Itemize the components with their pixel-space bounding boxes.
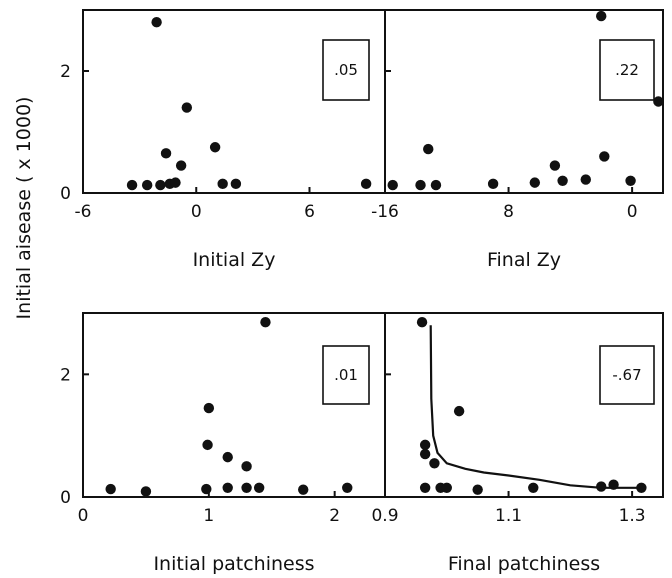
data-point — [222, 451, 233, 463]
data-point — [141, 179, 153, 191]
data-point — [419, 439, 431, 451]
data-point — [160, 148, 172, 159]
data-point — [453, 405, 465, 417]
correlation-box — [322, 39, 370, 101]
y-tick-label: 0 — [60, 488, 71, 508]
data-point — [549, 160, 561, 171]
x-tick-label: 0 — [191, 202, 202, 222]
data-point — [253, 482, 265, 493]
x-tick-label: 1.3 — [619, 506, 646, 526]
data-point — [472, 484, 483, 495]
data-point — [151, 17, 162, 28]
x-axis-label: Initial Zy — [193, 249, 276, 271]
y-axis-label: Initial aisease ( x 1000) — [13, 97, 35, 320]
y-tick-label: 2 — [60, 62, 71, 82]
data-point — [529, 177, 541, 188]
correlation-value: .22 — [615, 61, 639, 79]
data-point — [170, 177, 181, 188]
x-axis-label: Initial patchiness — [153, 553, 314, 575]
correlation-value: .05 — [334, 61, 358, 79]
correlation-value: -.67 — [612, 366, 641, 384]
x-axis-label: Final Zy — [487, 249, 561, 271]
x-tick-label: 1.1 — [495, 506, 522, 526]
panel-frame — [82, 312, 386, 498]
panel-frame — [82, 9, 386, 194]
data-point — [201, 483, 212, 495]
x-tick-label: 1 — [203, 506, 214, 526]
fit-curve — [429, 325, 645, 489]
data-point — [342, 482, 353, 493]
data-point — [596, 481, 607, 492]
data-point — [429, 458, 440, 469]
data-point — [528, 482, 539, 493]
data-point — [441, 482, 452, 493]
x-tick-label: 2 — [329, 506, 340, 526]
correlation-value: .01 — [334, 366, 358, 384]
correlation-box — [599, 39, 655, 101]
data-point — [155, 179, 166, 191]
data-point — [596, 10, 607, 22]
panel-frame — [384, 312, 664, 498]
data-point — [415, 179, 426, 191]
x-tick-label: -16 — [371, 202, 399, 222]
x-tick-label: 0.9 — [371, 506, 398, 526]
data-point — [241, 482, 252, 493]
data-point — [140, 486, 152, 497]
data-point — [625, 175, 636, 186]
x-tick-label: 6 — [304, 202, 315, 222]
data-point — [387, 179, 398, 191]
x-tick-label: 0 — [627, 202, 638, 222]
data-point — [636, 482, 647, 493]
data-point — [360, 178, 372, 190]
data-point — [222, 482, 233, 493]
data-point — [298, 484, 309, 495]
data-point — [430, 179, 442, 191]
data-point — [423, 143, 434, 155]
correlation-box — [322, 345, 370, 405]
data-point — [202, 439, 213, 451]
data-point — [105, 483, 116, 495]
x-tick-label: -6 — [75, 202, 92, 222]
data-point — [419, 448, 431, 460]
x-tick-label: 8 — [503, 202, 514, 222]
data-point — [209, 142, 221, 153]
y-tick-label: 0 — [60, 184, 71, 204]
data-point — [203, 402, 215, 414]
data-point — [260, 317, 271, 328]
data-point — [181, 102, 193, 113]
x-axis-label: Final patchiness — [448, 553, 600, 575]
data-point — [419, 482, 431, 493]
data-point — [175, 160, 187, 171]
data-point — [599, 151, 610, 162]
data-point — [126, 179, 138, 191]
data-point — [608, 479, 619, 490]
data-point — [217, 178, 228, 190]
panel-frame — [384, 9, 664, 194]
data-point — [416, 317, 428, 328]
x-tick-label: 0 — [78, 506, 89, 526]
y-tick-label: 2 — [60, 365, 71, 385]
data-point — [241, 461, 252, 472]
data-point — [557, 175, 568, 186]
data-point — [487, 178, 499, 190]
correlation-box — [599, 345, 655, 405]
data-point — [230, 178, 242, 190]
data-point — [580, 174, 591, 185]
data-point — [653, 96, 664, 107]
